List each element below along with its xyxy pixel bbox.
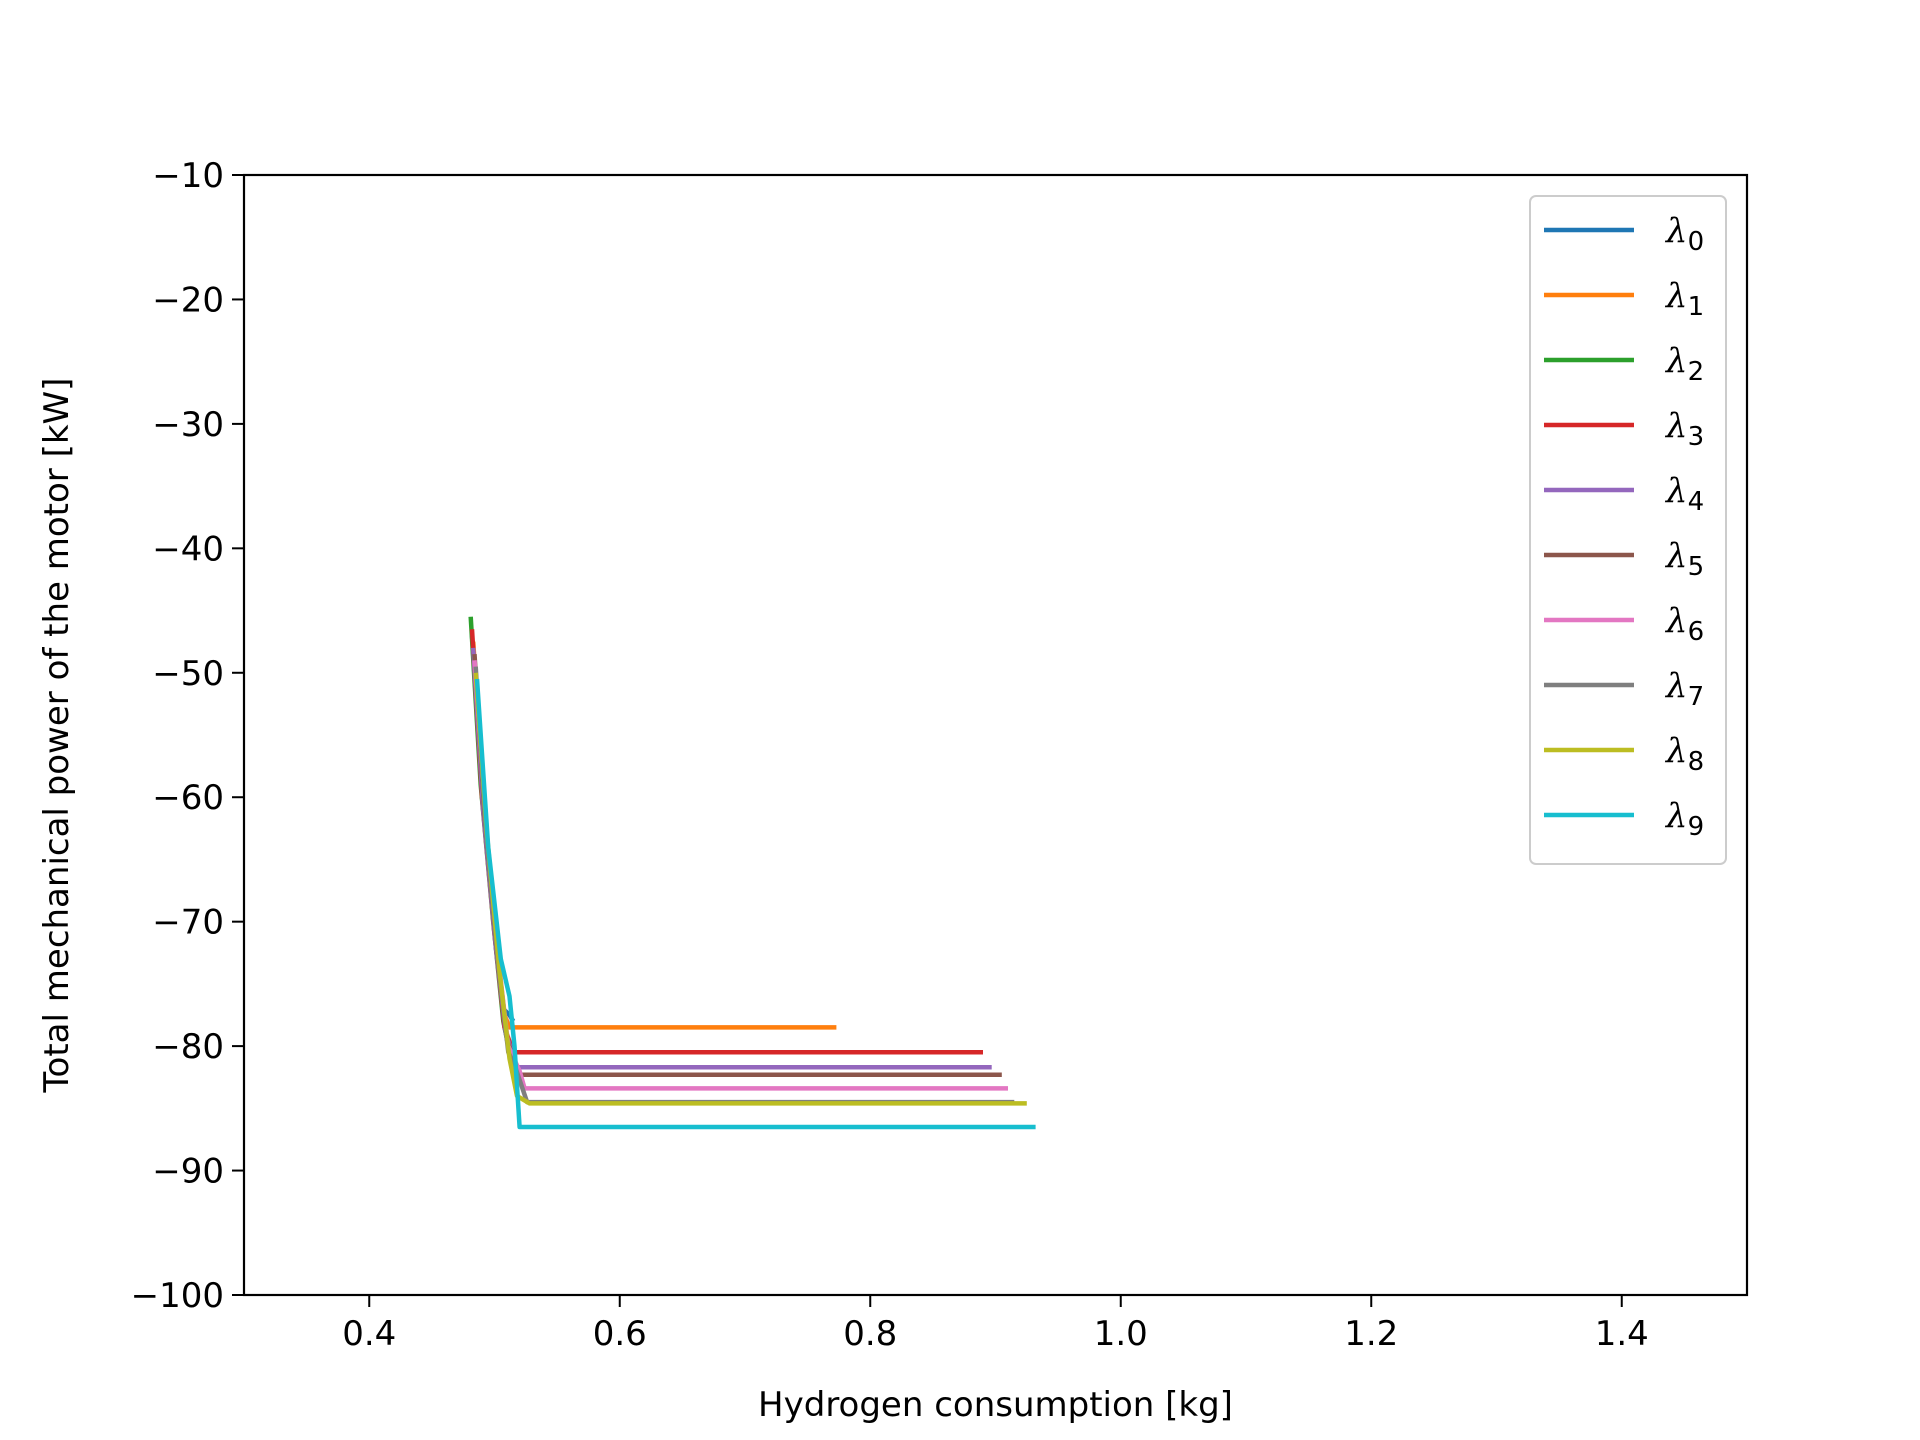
series-lines xyxy=(468,616,1036,1130)
legend-label: λ3 xyxy=(1664,406,1704,452)
y-tick-label: −90 xyxy=(152,1152,224,1192)
series-line-8 xyxy=(473,672,1027,1106)
series-line-5 xyxy=(472,653,1002,1077)
y-tick-label: −40 xyxy=(152,529,224,569)
x-axis-title: Hydrogen consumption [kg] xyxy=(758,1385,1233,1425)
y-tick-label: −80 xyxy=(152,1027,224,1067)
x-tick-label: 0.6 xyxy=(593,1314,647,1354)
x-tick-label: 1.2 xyxy=(1344,1314,1398,1354)
x-tick-label: 0.4 xyxy=(342,1314,396,1354)
x-tick-label: 1.0 xyxy=(1094,1314,1148,1354)
x-tick-label: 1.4 xyxy=(1595,1314,1649,1354)
series-line-7 xyxy=(473,666,1015,1105)
y-tick-label: −100 xyxy=(131,1276,224,1316)
y-tick-label: −70 xyxy=(152,903,224,943)
series-line-9 xyxy=(474,678,1036,1130)
y-tick-label: −60 xyxy=(152,778,224,818)
plot-frame xyxy=(242,173,1749,1297)
series-line-1 xyxy=(470,641,837,1030)
series-line-3 xyxy=(469,629,983,1055)
y-tick-label: −30 xyxy=(152,405,224,445)
y-tick-label: −20 xyxy=(152,280,224,320)
x-axis-ticks: 0.4 0.6 0.8 1.0 1.2 1.4 xyxy=(342,1295,1649,1354)
y-tick-label: −50 xyxy=(152,654,224,694)
series-line-6 xyxy=(472,660,1008,1091)
series-line-4 xyxy=(470,647,992,1070)
y-axis-title: Total mechanical power of the motor [kW] xyxy=(37,378,77,1094)
y-axis-ticks: −10 −20 −30 −40 −50 −60 −70 −80 −90 −100 xyxy=(131,156,244,1316)
legend-box xyxy=(1529,195,1727,865)
y-tick-label: −10 xyxy=(152,156,224,196)
x-tick-label: 0.8 xyxy=(843,1314,897,1354)
legend-label: λ8 xyxy=(1664,731,1704,777)
